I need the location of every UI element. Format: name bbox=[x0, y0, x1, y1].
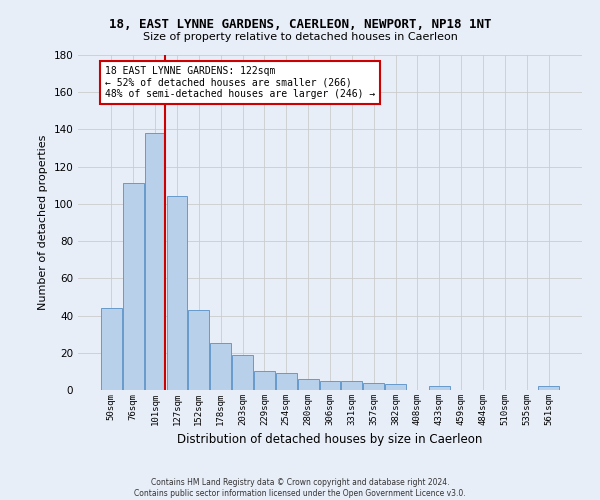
Text: Size of property relative to detached houses in Caerleon: Size of property relative to detached ho… bbox=[143, 32, 457, 42]
Bar bbox=[385, 384, 406, 390]
Bar bbox=[538, 386, 559, 390]
Text: Contains HM Land Registry data © Crown copyright and database right 2024.
Contai: Contains HM Land Registry data © Crown c… bbox=[134, 478, 466, 498]
Bar bbox=[320, 380, 340, 390]
Bar bbox=[341, 380, 362, 390]
Bar bbox=[167, 196, 187, 390]
Bar bbox=[298, 379, 319, 390]
Bar bbox=[364, 382, 384, 390]
Text: 18 EAST LYNNE GARDENS: 122sqm
← 52% of detached houses are smaller (266)
48% of : 18 EAST LYNNE GARDENS: 122sqm ← 52% of d… bbox=[105, 66, 375, 100]
Bar bbox=[276, 373, 296, 390]
Y-axis label: Number of detached properties: Number of detached properties bbox=[38, 135, 48, 310]
Bar bbox=[101, 308, 122, 390]
X-axis label: Distribution of detached houses by size in Caerleon: Distribution of detached houses by size … bbox=[178, 434, 482, 446]
Bar bbox=[123, 184, 143, 390]
Text: 18, EAST LYNNE GARDENS, CAERLEON, NEWPORT, NP18 1NT: 18, EAST LYNNE GARDENS, CAERLEON, NEWPOR… bbox=[109, 18, 491, 30]
Bar bbox=[210, 344, 231, 390]
Bar bbox=[232, 354, 253, 390]
Bar bbox=[145, 133, 166, 390]
Bar bbox=[188, 310, 209, 390]
Bar bbox=[429, 386, 450, 390]
Bar bbox=[254, 372, 275, 390]
